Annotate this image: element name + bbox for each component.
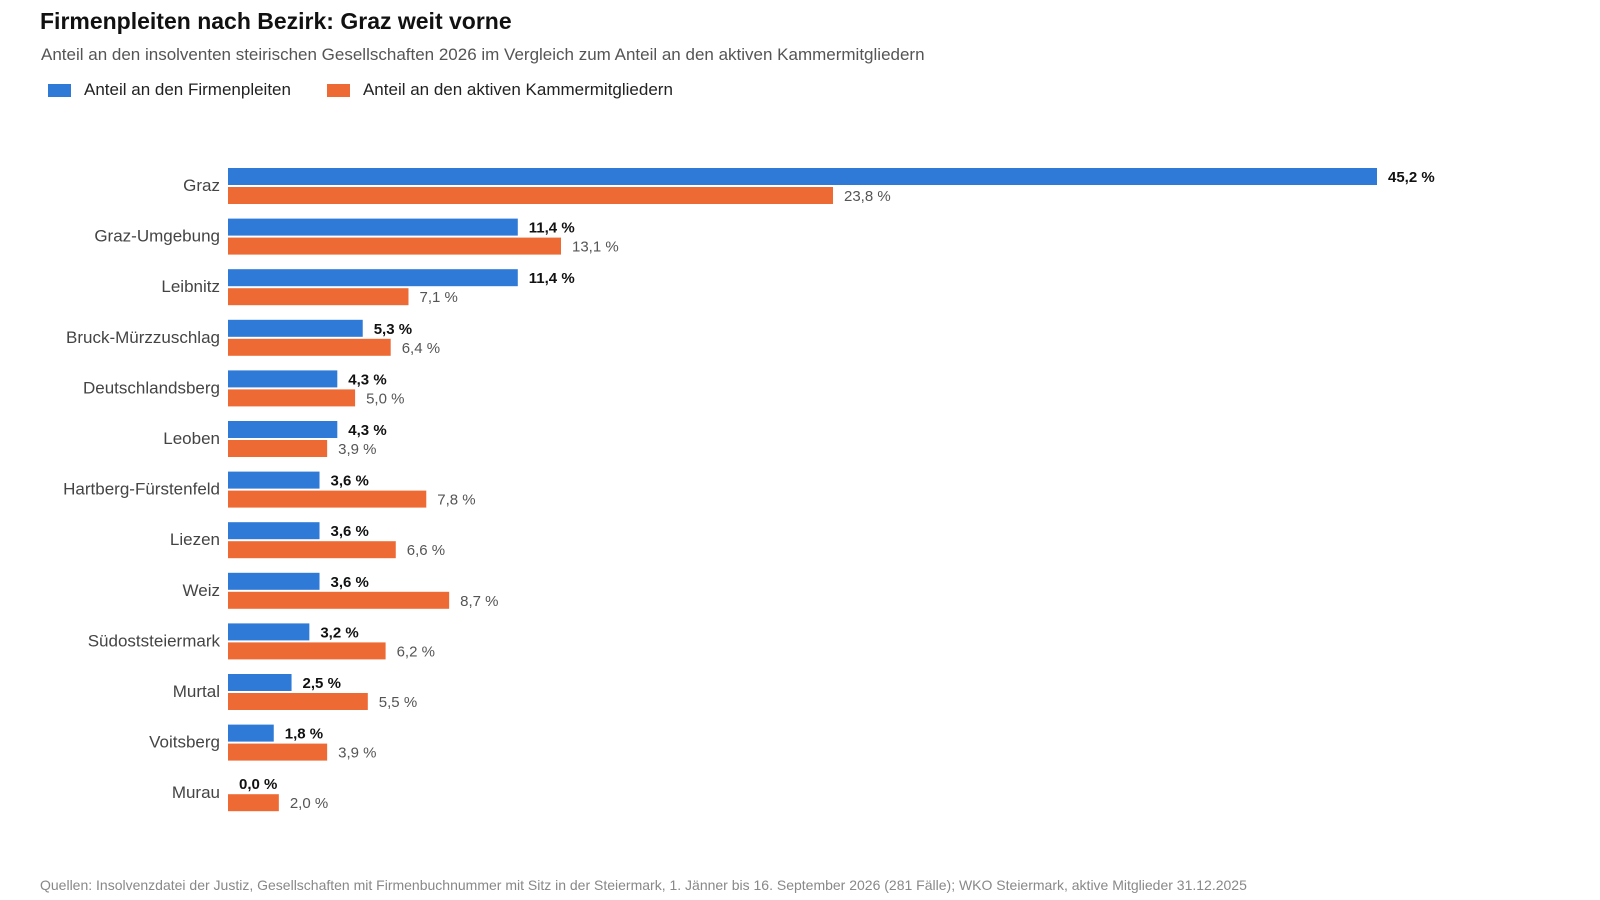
bar-firmenpleiten-leibnitz [228, 269, 518, 287]
value-label-kammermitglieder-murau: 2,0 % [290, 795, 328, 812]
value-label-firmenpleiten-deutschlandsberg: 4,3 % [348, 371, 386, 388]
value-label-kammermitglieder-bruck-mürzzuschlag: 6,4 % [402, 340, 440, 357]
bar-firmenpleiten-leoben [228, 421, 338, 438]
value-label-kammermitglieder-graz-umgebung: 13,1 % [572, 239, 619, 256]
value-label-kammermitglieder-leibnitz: 7,1 % [419, 289, 457, 306]
bar-firmenpleiten-voitsberg [228, 724, 274, 742]
bar-kammermitglieder-graz-umgebung [228, 237, 562, 255]
value-label-firmenpleiten-weiz: 3,6 % [331, 574, 369, 591]
category-label-voitsberg: Voitsberg [149, 733, 220, 752]
bar-firmenpleiten-liezen [228, 522, 320, 540]
value-label-kammermitglieder-hartberg-fürstenfeld: 7,8 % [437, 492, 475, 509]
bar-kammermitglieder-hartberg-fürstenfeld [228, 490, 427, 508]
category-label-murtal: Murtal [173, 682, 220, 701]
bar-firmenpleiten-bruck-mürzzuschlag [228, 319, 363, 337]
value-label-firmenpleiten-liezen: 3,6 % [331, 523, 369, 540]
category-label-leibnitz: Leibnitz [161, 277, 220, 296]
category-label-leoben: Leoben [163, 429, 220, 448]
legend-label-firmenpleiten: Anteil an den Firmenpleiten [84, 80, 291, 99]
category-label-hartberg-fürstenfeld: Hartberg-Fürstenfeld [63, 480, 220, 499]
category-label-weiz: Weiz [183, 581, 220, 600]
legend-item-kammermitglieder: Anteil an den aktiven Kammermitgliedern [326, 80, 673, 100]
source-note: Quellen: Insolvenzdatei der Justiz, Gese… [40, 877, 1247, 893]
bar-kammermitglieder-voitsberg [228, 743, 328, 761]
chart-subtitle: Anteil an den insolventen steirischen Ge… [41, 45, 925, 64]
value-label-kammermitglieder-murtal: 5,5 % [379, 694, 417, 711]
value-label-firmenpleiten-südoststeiermark: 3,2 % [320, 624, 358, 641]
bar-kammermitglieder-murau [228, 794, 279, 812]
value-label-firmenpleiten-murau: 0,0 % [239, 776, 277, 793]
legend: Anteil an den Firmenpleiten Anteil an de… [48, 80, 709, 100]
bar-firmenpleiten-murtal [228, 674, 292, 691]
value-label-firmenpleiten-murtal: 2,5 % [303, 675, 341, 692]
value-label-firmenpleiten-voitsberg: 1,8 % [285, 726, 323, 743]
value-label-firmenpleiten-leibnitz: 11,4 % [529, 270, 575, 287]
value-label-firmenpleiten-hartberg-fürstenfeld: 3,6 % [331, 473, 369, 490]
value-label-kammermitglieder-graz: 23,8 % [844, 188, 891, 205]
category-label-liezen: Liezen [170, 530, 220, 549]
bar-kammermitglieder-liezen [228, 541, 396, 559]
category-label-graz: Graz [183, 176, 220, 195]
legend-swatch-firmenpleiten [48, 83, 71, 97]
legend-label-kammermitglieder: Anteil an den aktiven Kammermitgliedern [362, 80, 673, 99]
value-label-firmenpleiten-graz: 45,2 % [1388, 169, 1435, 186]
bar-kammermitglieder-bruck-mürzzuschlag [228, 338, 391, 356]
category-label-südoststeiermark: Südoststeiermark [88, 631, 221, 650]
bar-kammermitglieder-leoben [228, 440, 328, 457]
bar-firmenpleiten-weiz [228, 572, 320, 590]
bar-firmenpleiten-graz [228, 168, 1377, 185]
value-label-kammermitglieder-weiz: 8,7 % [460, 593, 498, 610]
bar-firmenpleiten-südoststeiermark [228, 623, 310, 641]
category-label-murau: Murau [172, 783, 220, 802]
bar-firmenpleiten-graz-umgebung [228, 218, 518, 236]
value-label-kammermitglieder-liezen: 6,6 % [407, 542, 445, 559]
bar-chart: Graz 45,2 % 23,8 % Graz-Umgebung 11,4 % 13,1 … [63, 168, 1435, 812]
value-label-kammermitglieder-voitsberg: 3,9 % [338, 745, 376, 762]
category-label-bruck-mürzzuschlag: Bruck-Mürzzuschlag [66, 328, 220, 347]
category-label-deutschlandsberg: Deutschlandsberg [83, 378, 220, 397]
value-label-kammermitglieder-südoststeiermark: 6,2 % [397, 643, 435, 660]
bar-firmenpleiten-deutschlandsberg [228, 370, 338, 388]
bar-kammermitglieder-murtal [228, 693, 368, 710]
bar-kammermitglieder-leibnitz [228, 288, 409, 306]
bar-kammermitglieder-deutschlandsberg [228, 389, 356, 407]
chart-title: Firmenpleiten nach Bezirk: Graz weit vor… [40, 8, 512, 34]
bar-kammermitglieder-graz [228, 187, 834, 204]
value-label-firmenpleiten-graz-umgebung: 11,4 % [529, 220, 575, 237]
value-label-firmenpleiten-bruck-mürzzuschlag: 5,3 % [374, 321, 412, 338]
value-label-firmenpleiten-leoben: 4,3 % [348, 422, 386, 439]
category-label-graz-umgebung: Graz-Umgebung [94, 227, 220, 246]
value-label-kammermitglieder-leoben: 3,9 % [338, 441, 376, 458]
legend-swatch-kammermitglieder [326, 83, 350, 97]
bar-kammermitglieder-weiz [228, 591, 450, 609]
bar-kammermitglieder-südoststeiermark [228, 642, 386, 660]
value-label-kammermitglieder-deutschlandsberg: 5,0 % [366, 390, 404, 407]
bar-firmenpleiten-hartberg-fürstenfeld [228, 471, 320, 489]
legend-item-firmenpleiten: Anteil an den Firmenpleiten [48, 80, 291, 100]
